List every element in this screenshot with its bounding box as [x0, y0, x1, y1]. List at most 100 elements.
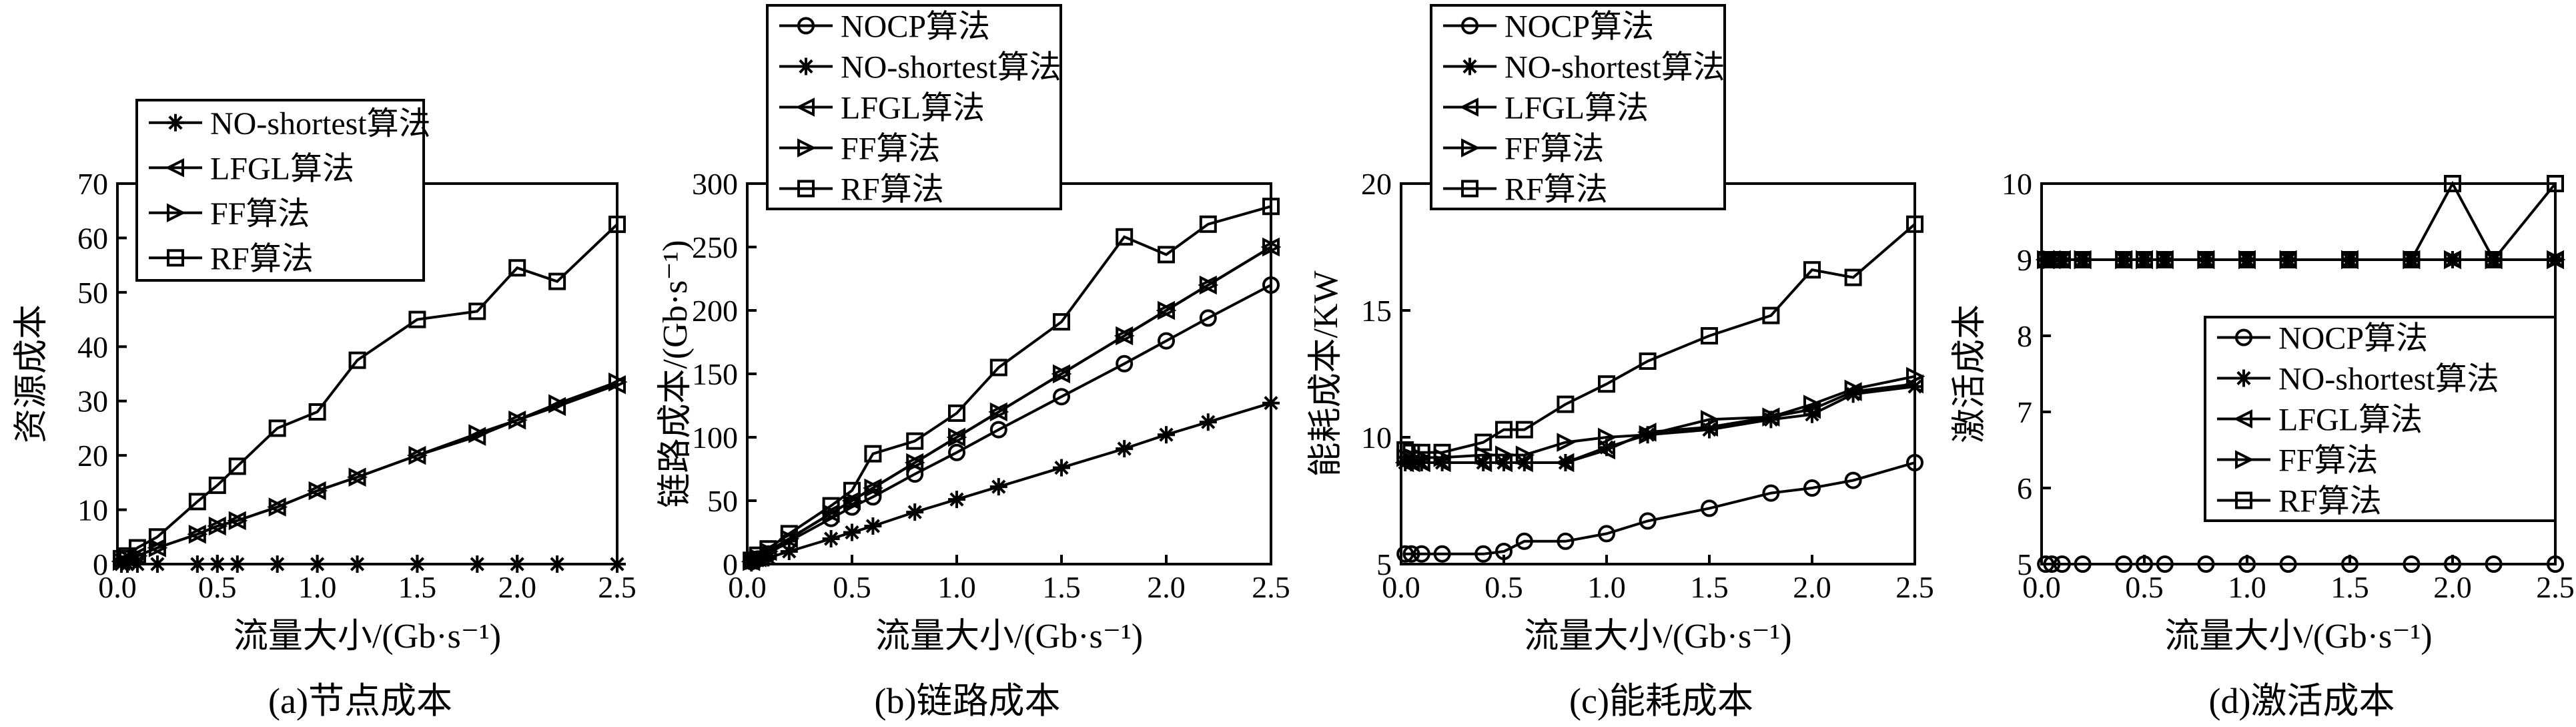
- x-tick-label: 2.0: [1147, 570, 1186, 604]
- legend-label: NO-shortest算法: [1505, 50, 1725, 85]
- data-point: [1598, 375, 1615, 393]
- y-tick-label: 10: [77, 493, 108, 527]
- x-tick-label: 0.0: [2022, 570, 2061, 604]
- data-point: [2156, 555, 2174, 573]
- legend-marker: [1459, 97, 1478, 117]
- data-point: [228, 511, 248, 531]
- data-point: [1053, 313, 1070, 331]
- series-circle: [1396, 454, 1923, 563]
- data-point: [1199, 413, 1217, 431]
- x-tick-label: 1.5: [398, 570, 437, 604]
- data-point: [1555, 453, 1575, 473]
- data-point: [989, 421, 1007, 439]
- data-point: [1402, 545, 1420, 563]
- y-axis-label: 链路成本/(Gb·s⁻¹): [657, 240, 695, 507]
- legend-marker: [2235, 450, 2254, 469]
- series-triangle-right: [112, 372, 628, 571]
- legend-marker: [167, 113, 184, 132]
- data-point: [1557, 433, 1576, 452]
- x-tick-label: 0.5: [833, 570, 871, 604]
- legend-label: FF算法: [841, 132, 940, 167]
- data-point: [2403, 555, 2421, 573]
- data-point: [1801, 399, 1821, 419]
- legend-marker: [2235, 328, 2252, 346]
- data-point: [1803, 261, 1821, 279]
- legend-label: RF算法: [1505, 172, 1608, 208]
- data-point: [2444, 175, 2461, 192]
- chart-panel-4: 0.0 0.5 1.0 1.5 2.0 2.5 5 6 7 8 9 10 流量大小/(Gb·s⁻¹) 激活…: [1951, 167, 2575, 721]
- data-point: [128, 555, 146, 573]
- data-point: [308, 403, 326, 421]
- y-tick-label: 5: [2017, 547, 2032, 581]
- data-point: [822, 530, 840, 547]
- legend-label: RF算法: [2278, 484, 2382, 519]
- data-point: [2043, 555, 2061, 573]
- data-point: [608, 372, 628, 392]
- legend-label: RF算法: [841, 172, 944, 208]
- data-point: [228, 555, 246, 573]
- x-axis-label: 流量大小/(Gb·s⁻¹): [2164, 618, 2432, 656]
- data-point: [608, 216, 626, 234]
- data-point: [1495, 543, 1513, 560]
- y-axis-label: 能耗成本/KW: [1307, 270, 1345, 477]
- data-point: [2279, 251, 2297, 268]
- x-tick-label: 2.0: [2433, 570, 2472, 604]
- series-star: [112, 555, 626, 573]
- data-point: [2444, 250, 2463, 270]
- y-tick-label: 70: [77, 167, 108, 201]
- y-tick-label: 30: [77, 385, 108, 419]
- x-axis-label: 流量大小/(Gb·s⁻¹): [1524, 618, 1791, 656]
- data-point: [1495, 445, 1515, 465]
- series-circle: [2037, 555, 2564, 573]
- legend-label: RF算法: [210, 241, 314, 276]
- panel-caption: (d)激活成本: [2209, 681, 2395, 721]
- legend-label: NO-shortest算法: [2278, 362, 2499, 397]
- data-point: [2547, 555, 2564, 573]
- data-point: [2547, 175, 2564, 192]
- legend-marker: [797, 17, 815, 35]
- data-point: [2197, 251, 2215, 268]
- data-point: [2547, 250, 2566, 270]
- data-point: [188, 555, 206, 573]
- data-point: [1474, 545, 1492, 563]
- data-point: [864, 478, 883, 498]
- y-tick-label: 8: [2017, 319, 2032, 353]
- data-point: [1906, 215, 1923, 233]
- legend-marker: [165, 158, 184, 178]
- data-point: [2156, 251, 2174, 268]
- data-point: [1158, 332, 1175, 350]
- data-point: [1116, 228, 1134, 246]
- data-point: [1433, 545, 1451, 563]
- legend-box: [135, 99, 425, 282]
- data-point: [1199, 275, 1219, 295]
- data-point: [1262, 276, 1280, 294]
- y-tick-label: 20: [1361, 167, 1392, 201]
- data-point: [2341, 555, 2358, 573]
- data-point: [1639, 352, 1657, 370]
- data-point: [1515, 532, 1533, 550]
- data-point: [864, 445, 882, 463]
- data-point: [2485, 555, 2503, 573]
- data-point: [864, 517, 882, 535]
- data-point: [228, 457, 246, 475]
- y-tick-label: 300: [692, 167, 738, 201]
- data-point: [759, 540, 777, 558]
- x-tick-label: 2.5: [1252, 570, 1290, 604]
- legend-label: FF算法: [210, 196, 310, 232]
- data-point: [2444, 555, 2461, 573]
- series-square: [1396, 215, 1923, 461]
- data-point: [208, 476, 226, 494]
- data-point: [1906, 454, 1923, 471]
- data-point: [1433, 443, 1451, 461]
- data-point: [906, 503, 924, 521]
- data-point: [2238, 251, 2256, 268]
- data-point: [188, 493, 206, 511]
- x-axis-label: 流量大小/(Gb·s⁻¹): [875, 618, 1143, 656]
- data-point: [508, 555, 526, 573]
- data-point: [548, 555, 566, 573]
- data-point: [268, 555, 286, 573]
- y-tick-label: 9: [2017, 243, 2032, 277]
- data-point: [1199, 215, 1217, 233]
- legend-label: NOCP算法: [1505, 9, 1654, 45]
- data-point: [2341, 251, 2358, 268]
